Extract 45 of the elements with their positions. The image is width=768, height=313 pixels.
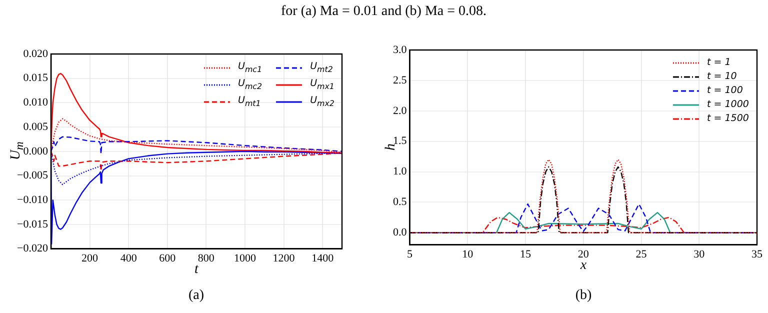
text: for (a) Ma = 0.01 and (b) Ma = 0.08. xyxy=(281,4,487,20)
y-tick-label: −0.010 xyxy=(16,194,48,206)
x-tick-label: 1400 xyxy=(312,252,334,264)
legend-label: t = 1000 xyxy=(707,98,749,112)
x-tick-label: 200 xyxy=(82,252,99,264)
legend-label: t = 10 xyxy=(707,70,737,84)
x-tick-label: 5 xyxy=(407,248,413,260)
x-tick-label: 10 xyxy=(462,248,474,260)
x-tick-label: 1200 xyxy=(272,252,296,264)
legend-label: t = 100 xyxy=(707,84,743,98)
y-tick-label: 0.5 xyxy=(393,196,408,208)
x-tick-label: 800 xyxy=(198,252,215,264)
y-tick-label: 0.020 xyxy=(23,48,48,60)
legend-label: U$_{mc2}$ xyxy=(238,76,262,93)
x-axis-title: t xyxy=(194,262,198,278)
x-tick-label: 20 xyxy=(578,248,590,260)
x-tick-label: 25 xyxy=(636,248,648,260)
y-tick-label: −0.005 xyxy=(16,170,48,182)
legend-label: U$_{mx1}$ xyxy=(310,76,334,93)
y-tick-label: 2.5 xyxy=(393,74,408,86)
y-tick-label: −0.020 xyxy=(16,242,48,255)
legend-label: t = 1500 xyxy=(707,112,749,126)
y-tick-label: 3.0 xyxy=(393,44,408,56)
legend-label: U$_{mt2}$ xyxy=(310,60,333,76)
y-tick-label: 1.0 xyxy=(393,166,408,178)
x-tick-label: 400 xyxy=(120,252,138,264)
x-tick-label: 1000 xyxy=(234,252,256,264)
y-tick-label: 0.015 xyxy=(23,72,48,84)
x-tick-label: 15 xyxy=(520,248,532,260)
x-tick-label: 35 xyxy=(752,248,763,260)
y-tick-label: −0.015 xyxy=(16,218,48,230)
x-axis-title: x xyxy=(580,258,587,274)
legend-label: U$_{mx2}$ xyxy=(310,94,334,110)
legend-label: t = 1 xyxy=(707,56,731,70)
y-tick-label: 0.010 xyxy=(23,96,48,109)
x-tick-label: 30 xyxy=(694,248,706,260)
legend-label: U$_{mc1}$ xyxy=(238,60,262,76)
y-tick-label: 0.0 xyxy=(393,226,408,239)
y-tick-label: 0.000 xyxy=(23,145,48,158)
legend-label: U$_{mt1}$ xyxy=(238,94,261,110)
y-tick-label: 0.005 xyxy=(23,120,48,133)
y-tick-label: 2.0 xyxy=(393,104,408,117)
text: (a) xyxy=(188,288,204,304)
x-tick-label: 600 xyxy=(159,252,176,264)
text: (b) xyxy=(575,288,592,304)
